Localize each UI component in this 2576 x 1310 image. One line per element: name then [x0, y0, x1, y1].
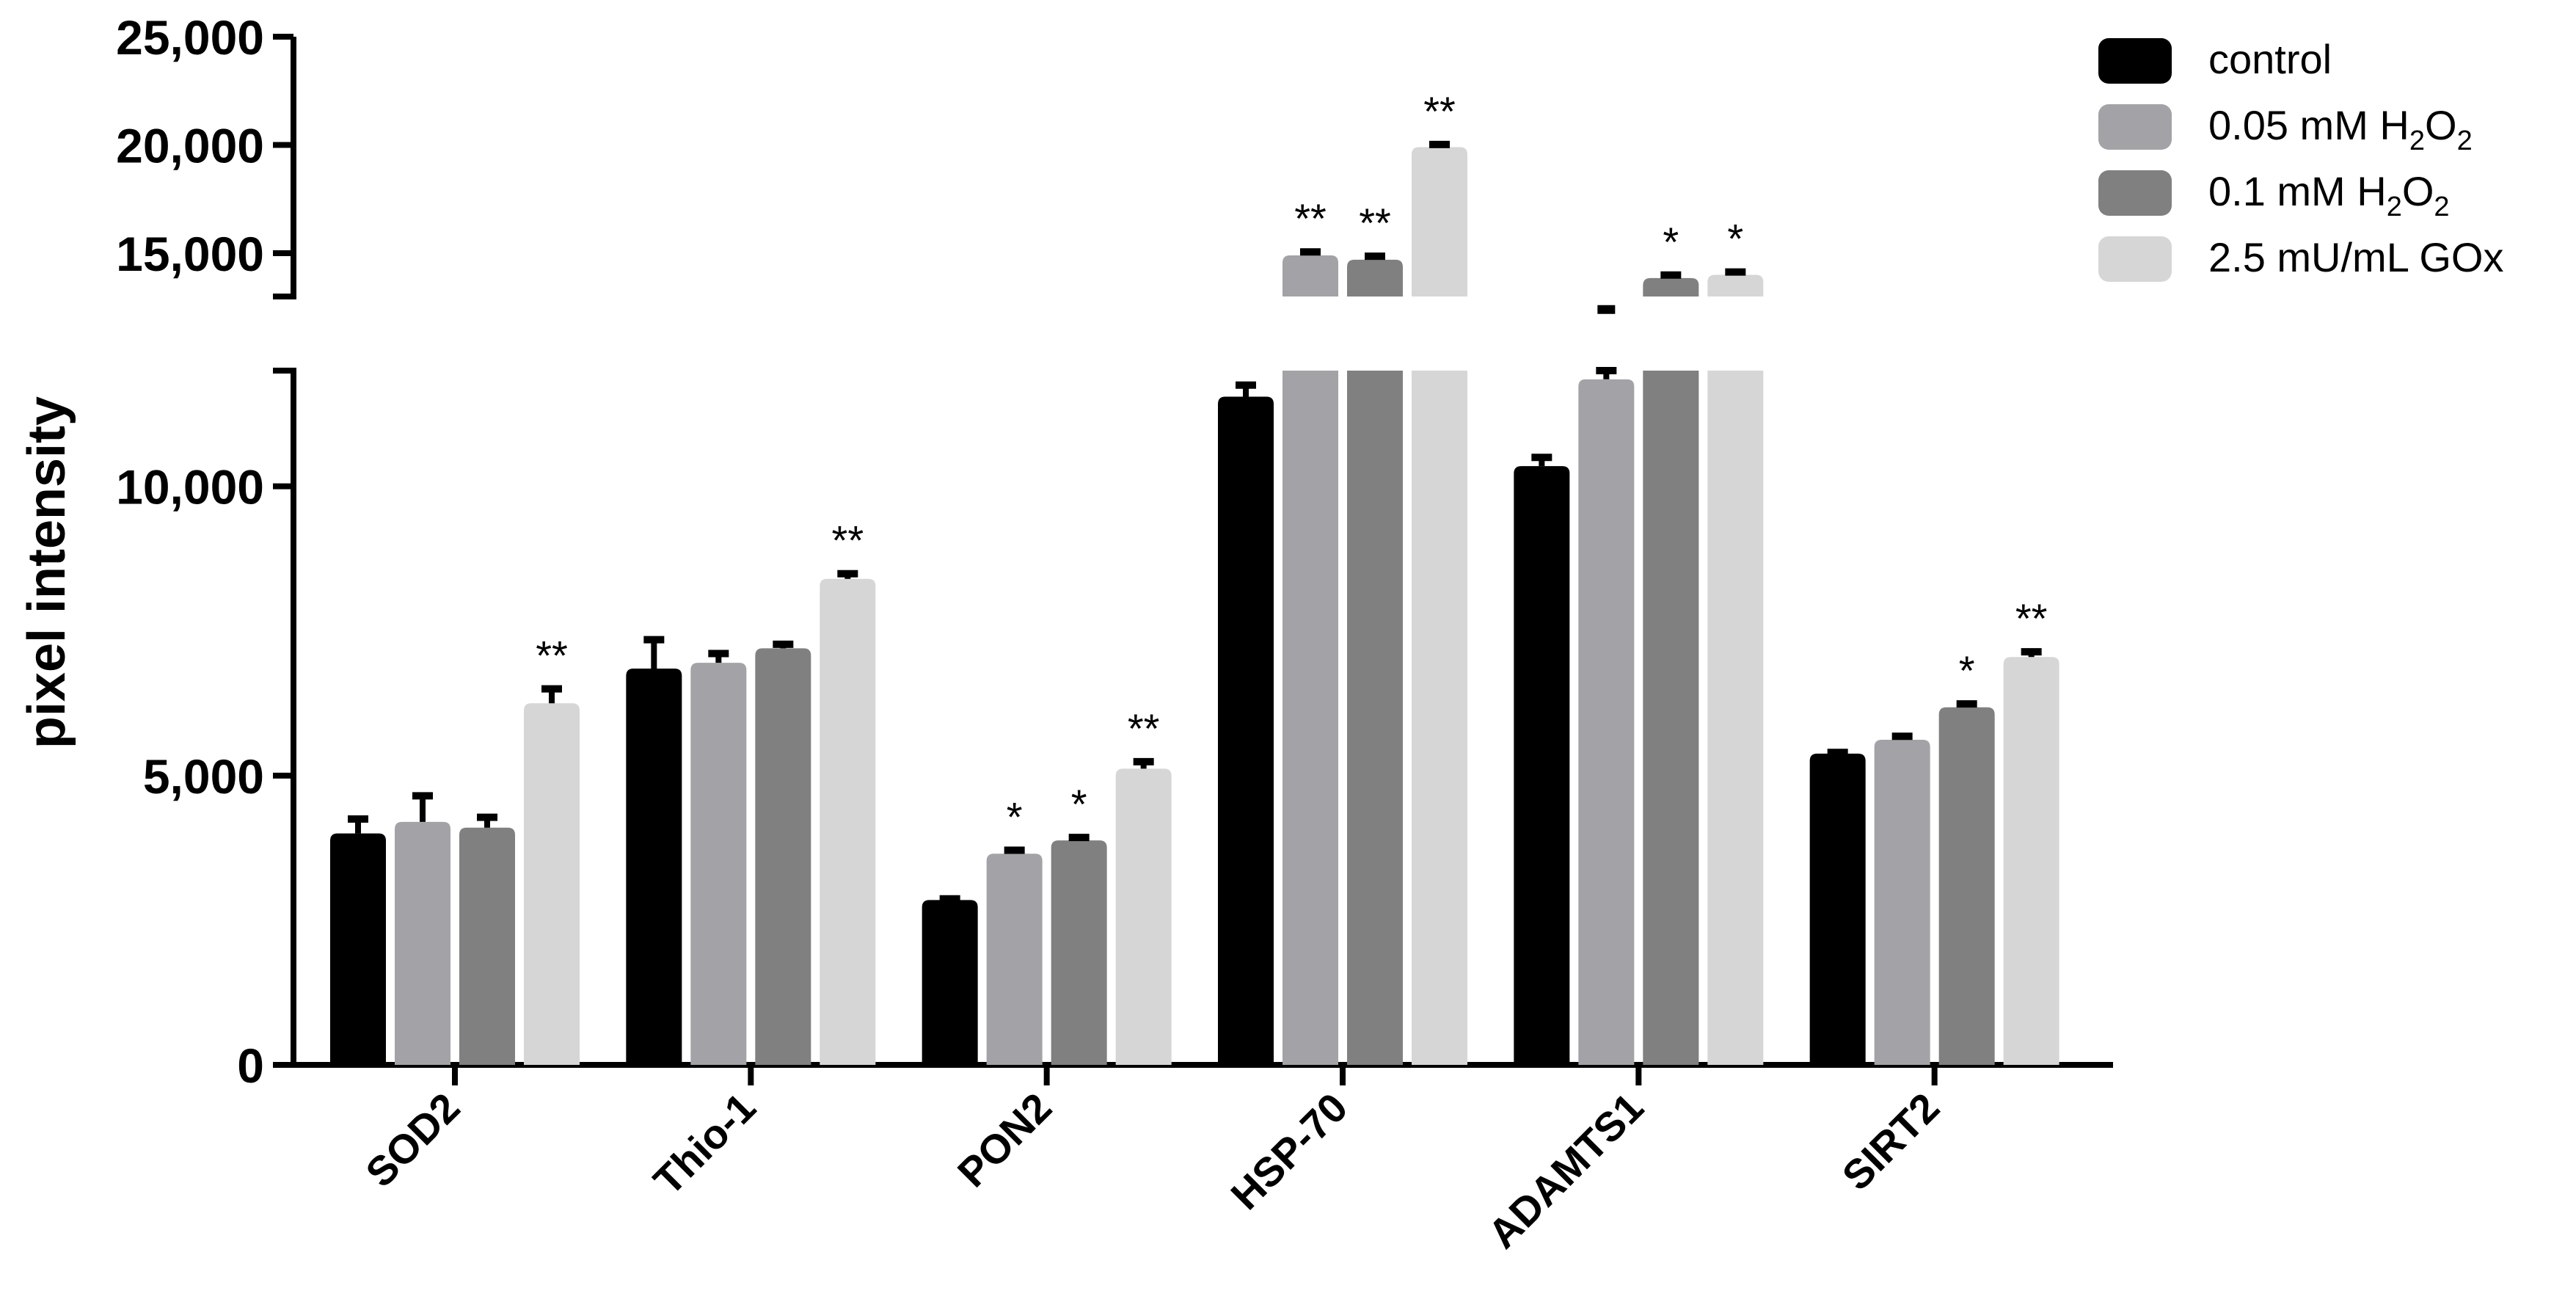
bar: [1874, 739, 1930, 1065]
legend-swatch: [2098, 38, 2172, 84]
significance-label: *: [1007, 794, 1023, 840]
bar: [820, 578, 876, 1065]
bar: [1218, 396, 1274, 1065]
bar: [330, 833, 386, 1065]
bar: [1707, 274, 1764, 296]
x-tick-label: Thio-1: [644, 1084, 764, 1204]
legend-label: control: [2208, 36, 2332, 82]
x-tick-label: SOD2: [357, 1084, 468, 1196]
x-tick-label: SIRT2: [1833, 1084, 1948, 1199]
axes: [273, 34, 2113, 1085]
bar: [459, 827, 515, 1065]
significance-label: **: [536, 633, 568, 679]
bar-lower-part: [1707, 371, 1764, 1065]
bar: [986, 854, 1043, 1065]
significance-label: **: [1359, 200, 1391, 246]
legend: control 0.05 mM H2O2 0.1 mM H2O2 2.5 mU/mL …: [2098, 36, 2503, 282]
bar-lower-part: [1412, 371, 1467, 1065]
y-tick-label: 10,000: [116, 460, 264, 514]
significance-label: **: [832, 517, 864, 564]
x-tick-label: HSP-70: [1222, 1084, 1356, 1218]
bar: [1282, 255, 1338, 296]
significance-label: *: [1071, 781, 1087, 827]
bar: [524, 703, 580, 1065]
bar: [1347, 259, 1403, 296]
bar: [626, 668, 682, 1065]
significance-label: *: [1959, 647, 1975, 694]
significance-label: *: [1727, 216, 1743, 262]
bar: [1643, 277, 1699, 296]
legend-label: 0.05 mM H2O2: [2208, 102, 2473, 156]
legend-swatch: [2098, 236, 2172, 282]
y-tick-label: 5,000: [143, 749, 264, 804]
bar: [1514, 466, 1570, 1065]
x-tick-label: PON2: [949, 1084, 1060, 1196]
significance-label: **: [1128, 705, 1160, 752]
significance-label: **: [1294, 195, 1327, 241]
y-tick-label: 25,000: [116, 10, 264, 65]
y-tick-label: 20,000: [116, 119, 264, 173]
legend-label: 0.1 mM H2O2: [2208, 168, 2450, 222]
bar: [1115, 768, 1172, 1065]
bar: [1412, 147, 1467, 296]
bar-lower-part: [1643, 371, 1699, 1065]
y-tick-label: 15,000: [116, 227, 264, 281]
bar: [1938, 707, 1995, 1065]
bar-lower-part: [1347, 371, 1403, 1065]
bar: [2003, 657, 2059, 1065]
significance-label: **: [1423, 88, 1456, 134]
bar: [1051, 840, 1107, 1065]
bar: [690, 663, 747, 1065]
legend-swatch: [2098, 170, 2172, 216]
significance-label: **: [2015, 595, 2048, 641]
bar-lower-part: [1282, 371, 1338, 1065]
significance-label: *: [1663, 219, 1679, 265]
bar: [922, 900, 978, 1065]
x-tick-label: ADAMTS1: [1479, 1084, 1652, 1257]
bar: [1578, 379, 1635, 1065]
y-tick-label: 0: [237, 1038, 264, 1093]
bar: [755, 648, 811, 1065]
y-axis-label: pixel intensity: [18, 396, 76, 749]
bars: [330, 140, 2059, 1065]
legend-label: 2.5 mU/mL GOx: [2208, 234, 2503, 280]
bar: [395, 821, 450, 1065]
bar: [1809, 753, 1866, 1065]
legend-swatch: [2098, 104, 2172, 150]
